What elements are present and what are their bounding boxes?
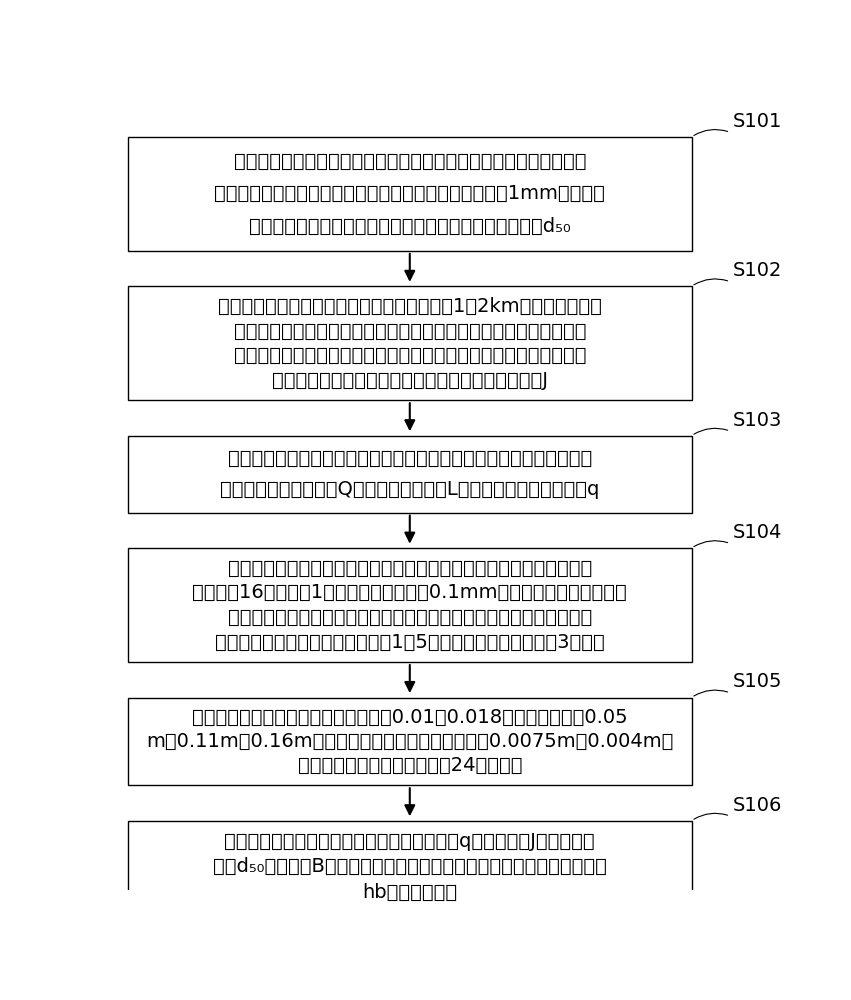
Bar — [128, 698, 692, 785]
Text: 组，控制多组单宽流量，进行24组次试验: 组，控制多组单宽流量，进行24组次试验 — [298, 756, 522, 775]
Text: 根据桥台冲刷概化试验统计数据，对单宽流量q，床面比降J，床沙中值: 根据桥台冲刷概化试验统计数据，对单宽流量q，床面比降J，床沙中值 — [225, 832, 595, 851]
Text: S105: S105 — [733, 672, 782, 691]
Text: 桥台冲刷概化试验中动床模型比降选取0.01和0.018两种，墩径设置0.05: 桥台冲刷概化试验中动床模型比降选取0.01和0.018两种，墩径设置0.05 — [192, 708, 627, 727]
Text: S106: S106 — [733, 796, 782, 815]
Text: 收集建桥前的桥位河段地形图，在桥位上下游1～2km河道顺直段各选: 收集建桥前的桥位河段地形图，在桥位上下游1～2km河道顺直段各选 — [218, 297, 602, 316]
Text: ，沿主流河槽在两断面之间绘制深泓线，测量出两断面间距离，根据: ，沿主流河槽在两断面之间绘制深泓线，测量出两断面间距离，根据 — [233, 346, 586, 365]
Text: S103: S103 — [733, 411, 782, 430]
Text: ，用电子天平称重，计算小于某一粒径的质量，粒径小于1mm的床沙用: ，用电子天平称重，计算小于某一粒径的质量，粒径小于1mm的床沙用 — [214, 184, 605, 203]
Bar — [128, 548, 692, 662]
Text: hb进行公式拟合: hb进行公式拟合 — [363, 883, 457, 902]
Text: 粒径d₅₀以及墩径B，采用多参数相关分析方法对桥墩周围的局部冲刷深度: 粒径d₅₀以及墩径B，采用多参数相关分析方法对桥墩周围的局部冲刷深度 — [213, 857, 607, 876]
Text: 根据大比降卵砾石河流河段实际调查结果，做桥台冲刷概化试验，变坡: 根据大比降卵砾石河流河段实际调查结果，做桥台冲刷概化试验，变坡 — [228, 559, 592, 578]
Text: 控系统控制，地形采用二维地形测量仪测量；为使试验具有良好的水流: 控系统控制，地形采用二维地形测量仪测量；为使试验具有良好的水流 — [228, 608, 592, 627]
Text: 择一个断面作为计算起始点，选取主流河槽附近河底地形高程最低点: 择一个断面作为计算起始点，选取主流河槽附近河底地形高程最低点 — [233, 321, 586, 340]
Text: m、0.11m和0.16m三个方案，模型床沙中值粒径选取0.0075m和0.004m两: m、0.11m和0.16m三个方案，模型床沙中值粒径选取0.0075m和0.00… — [146, 732, 673, 751]
Text: 水槽长为16米，宽为1米，水位采用精度为0.1mm的测针读取，流量采用自: 水槽长为16米，宽为1米，水位采用精度为0.1mm的测针读取，流量采用自 — [192, 583, 627, 602]
Bar — [128, 286, 692, 400]
Text: 条件，试验段布置在变坡水槽出口1～5米处铺沙，其中桥墩置于3米位置: 条件，试验段布置在变坡水槽出口1～5米处铺沙，其中桥墩置于3米位置 — [215, 633, 605, 652]
Text: S101: S101 — [733, 112, 782, 131]
Bar — [128, 436, 692, 513]
Text: 推求设计洪水洪峰流量Q，并根据大桥桥长L计算桥位断面的单宽流量q: 推求设计洪水洪峰流量Q，并根据大桥桥长L计算桥位断面的单宽流量q — [220, 480, 599, 499]
Text: S102: S102 — [733, 261, 782, 280]
Text: S104: S104 — [733, 523, 782, 542]
Text: 绘图比尺得到天然河段两断面间间距，计算床面比降J: 绘图比尺得到天然河段两断面间间距，计算床面比降J — [271, 371, 548, 390]
Bar — [128, 821, 692, 913]
Bar — [128, 137, 692, 251]
Text: 通过桥位河段钻机在河底钻孔取沙，用不同筛径的筛子分选各级床沙: 通过桥位河段钻机在河底钻孔取沙，用不同筛径的筛子分选各级床沙 — [233, 152, 586, 171]
Text: 粒度分析仪测量确定，绘制级配曲线并确定床沙中值粒径d₅₀: 粒度分析仪测量确定，绘制级配曲线并确定床沙中值粒径d₅₀ — [248, 217, 571, 236]
Text: 收集桥位河段流量资料，绘制流量过程曲线，选择典型洪水流量过程，: 收集桥位河段流量资料，绘制流量过程曲线，选择典型洪水流量过程， — [228, 449, 592, 468]
